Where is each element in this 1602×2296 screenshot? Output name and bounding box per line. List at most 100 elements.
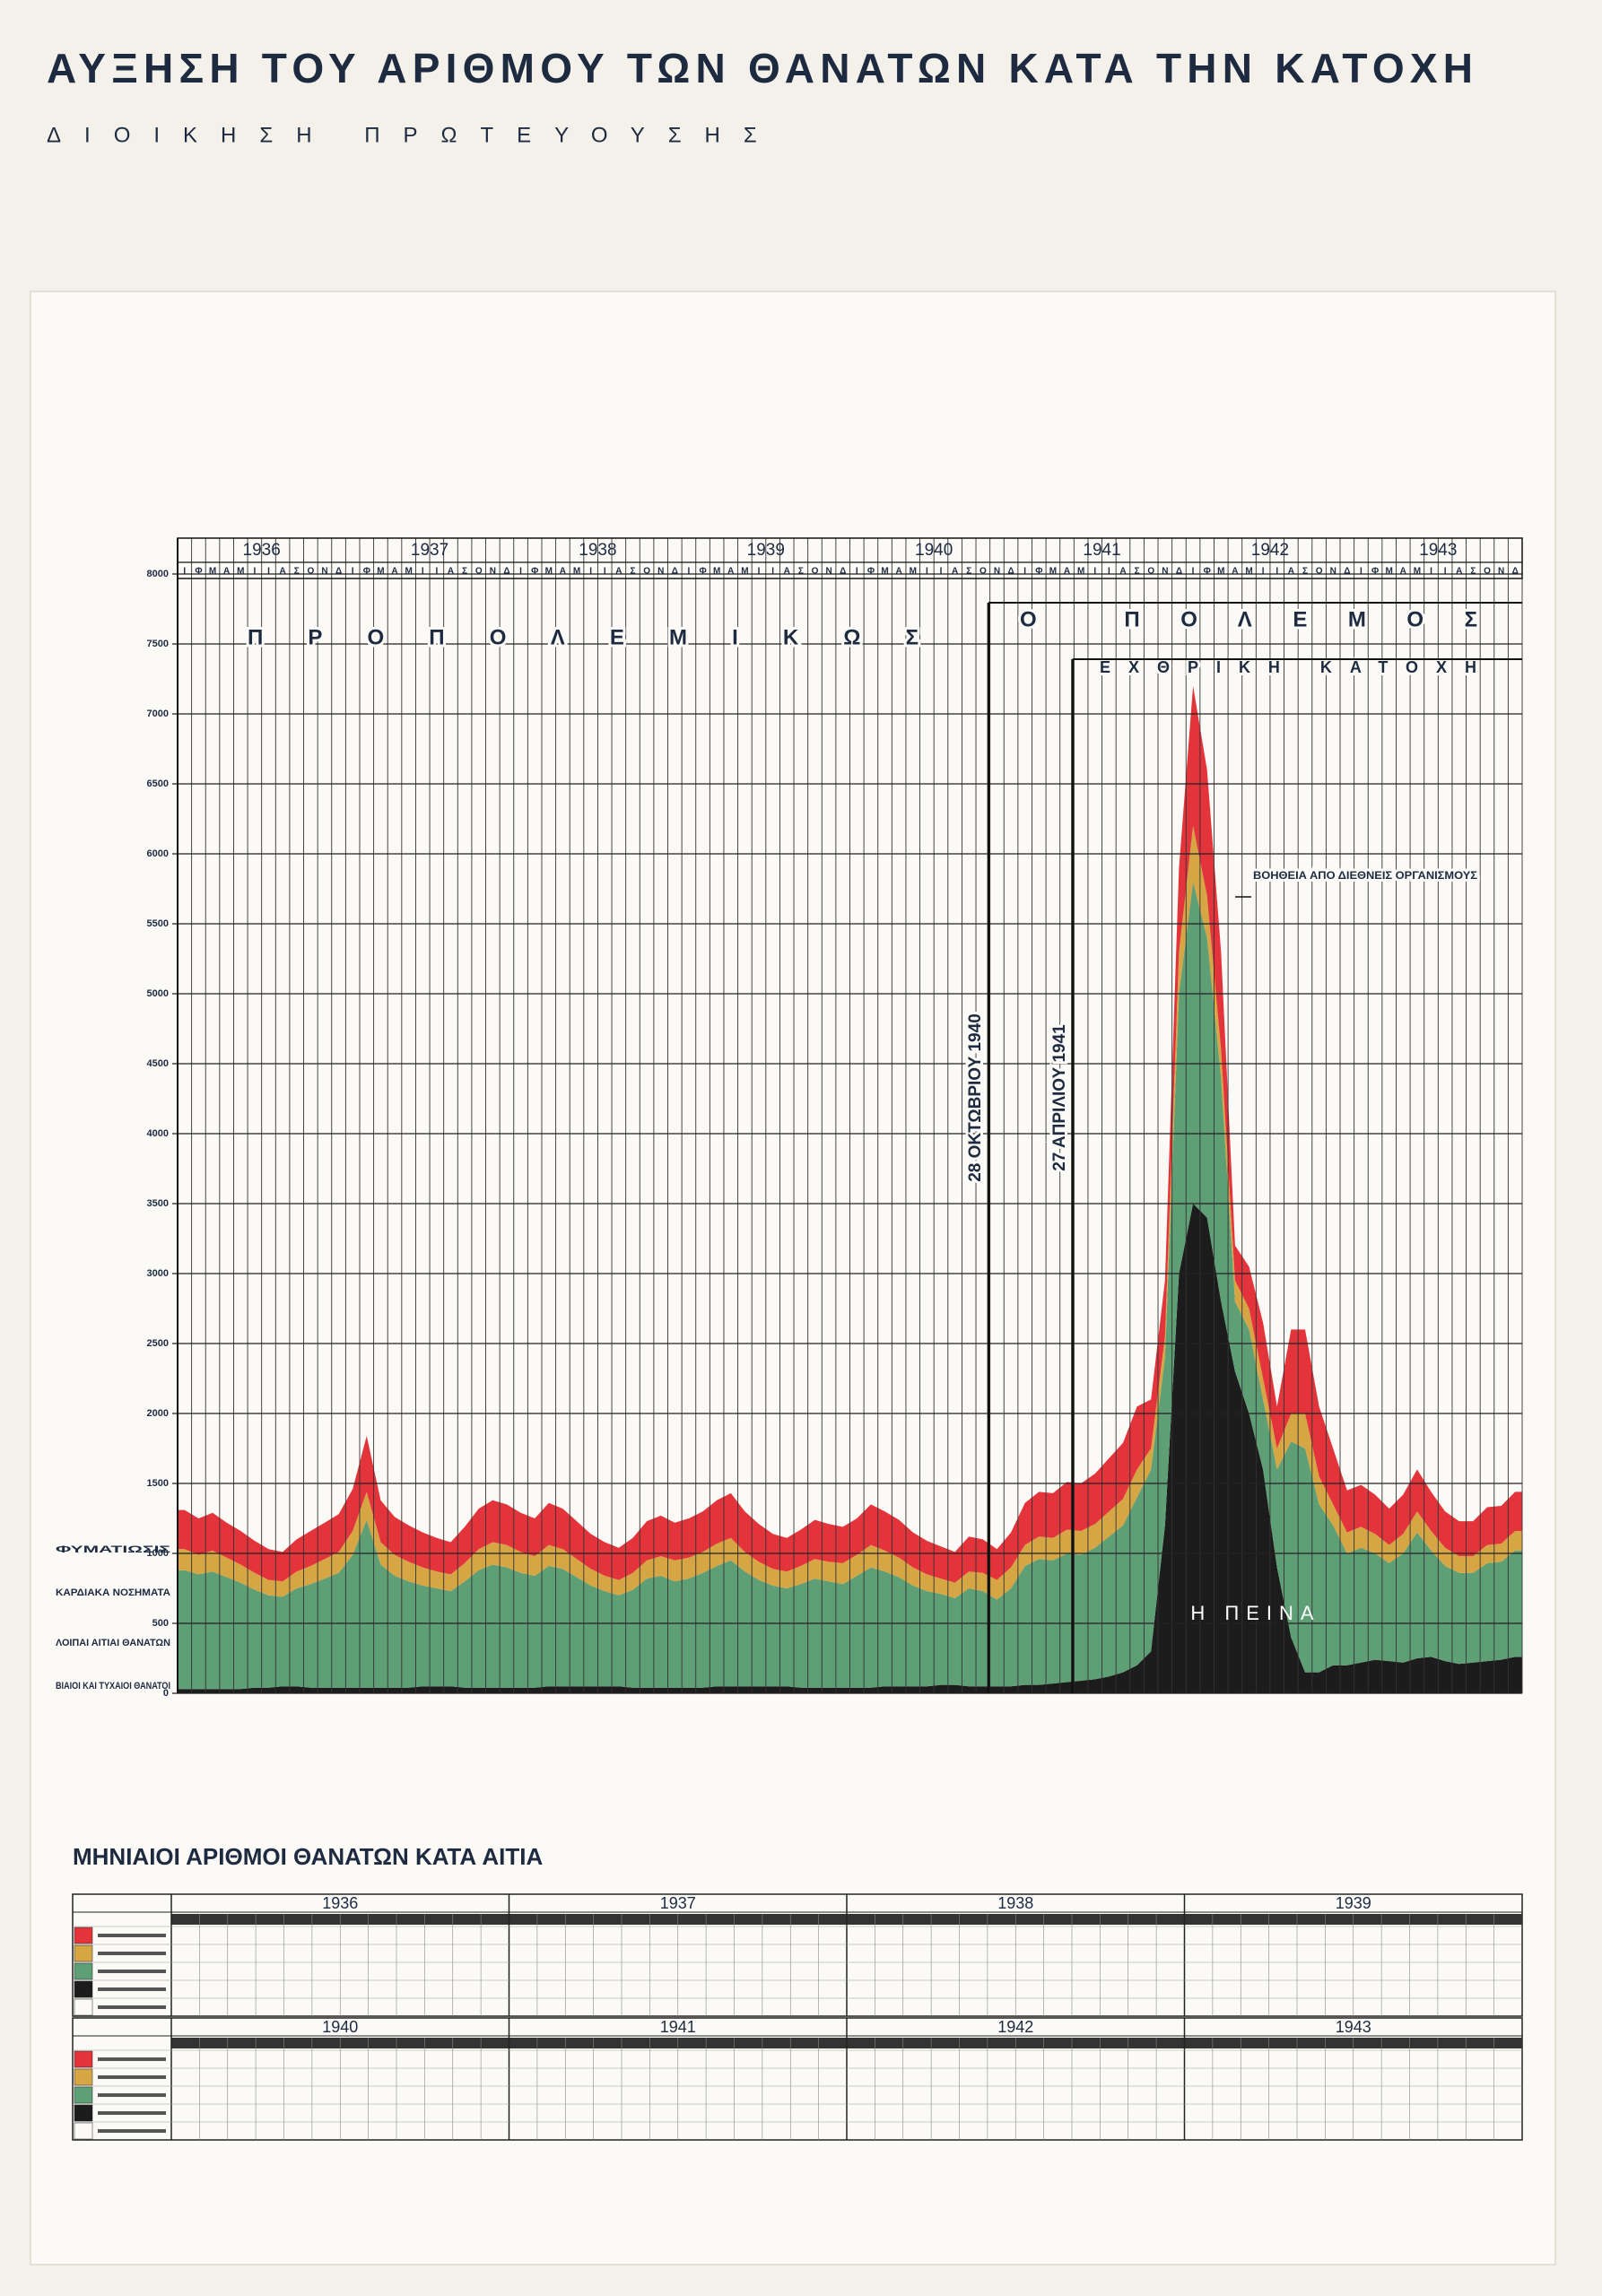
month-label: Μ [209, 567, 216, 577]
month-label: Δ [1512, 567, 1519, 577]
year-label: 1939 [747, 541, 785, 560]
month-label: Ι [435, 567, 438, 577]
year-label: 1941 [1083, 541, 1120, 560]
month-label: Ι [1192, 567, 1195, 577]
month-label: Ι [352, 567, 354, 577]
y-tick-label: 4000 [147, 1128, 169, 1139]
month-label: Μ [573, 567, 580, 577]
month-label: Ι [1276, 567, 1278, 577]
month-label: Δ [1007, 567, 1014, 577]
table-row-label-bar [98, 1952, 166, 1955]
hunger-label: Η ΠΕΙΝΑ [1190, 1602, 1320, 1624]
month-label: Σ [1470, 567, 1476, 577]
table-row-label-bar [98, 2057, 166, 2061]
y-tick-label: 8000 [147, 569, 169, 579]
year-label: 1936 [243, 541, 281, 560]
month-label: Μ [237, 567, 244, 577]
month-label: Α [1288, 567, 1294, 577]
month-label: Μ [1414, 567, 1421, 577]
header-box [177, 537, 1523, 579]
table-row-label-bar [98, 2111, 166, 2115]
month-label: Ι [1262, 567, 1265, 577]
month-label: Α [727, 567, 734, 577]
y-tick-label: 7000 [147, 709, 169, 719]
month-label: Ο [1484, 567, 1491, 577]
chart-subtitle: ΔΙΟΙΚΗΣΗ ΠΡΩΤΕΥΟΥΣΗΣ [47, 123, 780, 147]
table-row-label-bar [98, 2075, 166, 2079]
month-label: Α [1456, 567, 1462, 577]
month-label: Ι [758, 567, 761, 577]
month-label: Α [1400, 567, 1406, 577]
table-row-swatch [74, 2068, 93, 2086]
legend-label: ΦΥΜΑΤΙΩΣΙΣ [56, 1544, 171, 1555]
month-label: Ο [643, 567, 650, 577]
month-label: Α [1064, 567, 1070, 577]
month-label: Ι [589, 567, 592, 577]
occupation-date-label: 27 ΑΠΡΙΛΙΟΥ 1941 [1050, 1024, 1069, 1171]
war-date-label: 28 ΟΚΤΩΒΡΙΟΥ 1940 [966, 1013, 985, 1182]
month-label: Δ [1176, 567, 1182, 577]
month-label: Φ [1371, 567, 1379, 577]
month-label: Α [279, 567, 285, 577]
year-label: 1937 [411, 541, 448, 560]
table-year-label: 1941 [660, 2018, 696, 2036]
month-label: Σ [1302, 567, 1308, 577]
table-row-swatch [74, 2050, 93, 2068]
month-label: Δ [335, 567, 342, 577]
month-label: Μ [881, 567, 888, 577]
month-label: Μ [1245, 567, 1252, 577]
y-tick-label: 3000 [147, 1268, 169, 1279]
month-label: Α [448, 567, 454, 577]
month-label: Φ [699, 567, 706, 577]
y-tick-label: 3500 [147, 1198, 169, 1209]
month-label: Ν [1162, 567, 1168, 577]
month-label: Ν [657, 567, 664, 577]
table-row-swatch [74, 1926, 93, 1944]
chart-title: ΑΥΞΗΣΗ ΤΟΥ ΑΡΙΘΜΟΥ ΤΩΝ ΘΑΝΑΤΩΝ ΚΑΤΑ ΤΗΝ … [47, 45, 1473, 91]
month-label: Ο [1147, 567, 1154, 577]
month-label: Ν [994, 567, 1000, 577]
month-label: Ι [253, 567, 256, 577]
month-label: Σ [630, 567, 635, 577]
month-label: Μ [1049, 567, 1057, 577]
year-label: 1938 [579, 541, 616, 560]
month-label: Ι [926, 567, 928, 577]
month-label: Μ [405, 567, 412, 577]
month-label: Ι [1108, 567, 1110, 577]
month-label: Ν [490, 567, 496, 577]
legend-label: ΛΟΙΠΑΙ ΑΙΤΙΑΙ ΘΑΝΑΤΩΝ [56, 1638, 170, 1648]
month-label: Α [1232, 567, 1238, 577]
y-tick-label: 0 [163, 1688, 169, 1699]
month-label: Μ [377, 567, 384, 577]
month-label: Σ [294, 567, 300, 577]
y-tick-label: 5000 [147, 988, 169, 999]
month-label: Δ [672, 567, 678, 577]
table-row-label-bar [98, 2093, 166, 2097]
month-label: Φ [363, 567, 370, 577]
month-label: Σ [1135, 567, 1140, 577]
month-label: Μ [910, 567, 917, 577]
aid-label: ΒΟΗΘΕΙΑ ΑΠΟ ΔΙΕΘΝΕΙΣ ΟΡΓΑΝΙΣΜΟΥΣ [1253, 869, 1477, 882]
month-label: Ι [267, 567, 270, 577]
y-tick-label: 5500 [147, 918, 169, 929]
month-label: Φ [195, 567, 202, 577]
month-label: Ι [604, 567, 606, 577]
y-tick-label: 4500 [147, 1058, 169, 1069]
month-label: Ο [979, 567, 987, 577]
month-label: Ο [307, 567, 314, 577]
table-row-swatch [74, 1980, 93, 1998]
month-label: Α [223, 567, 230, 577]
table-year-label: 1943 [1336, 2018, 1371, 2036]
month-label: Δ [1344, 567, 1350, 577]
table-title: ΜΗΝΙΑΙΟΙ ΑΡΙΘΜΟΙ ΘΑΝΑΤΩΝ ΚΑΤΑ ΑΙΤΙΑ [73, 1843, 543, 1870]
table-year-label: 1939 [1336, 1894, 1371, 1912]
month-label: Ι [1093, 567, 1096, 577]
month-label: Ι [519, 567, 522, 577]
month-label: Ν [1330, 567, 1336, 577]
table-row-label-bar [98, 2005, 166, 2009]
table-year-label: 1942 [997, 2018, 1033, 2036]
table-row-swatch [74, 1962, 93, 1980]
month-label: Μ [713, 567, 720, 577]
month-label: Ν [825, 567, 831, 577]
month-label: Δ [840, 567, 846, 577]
